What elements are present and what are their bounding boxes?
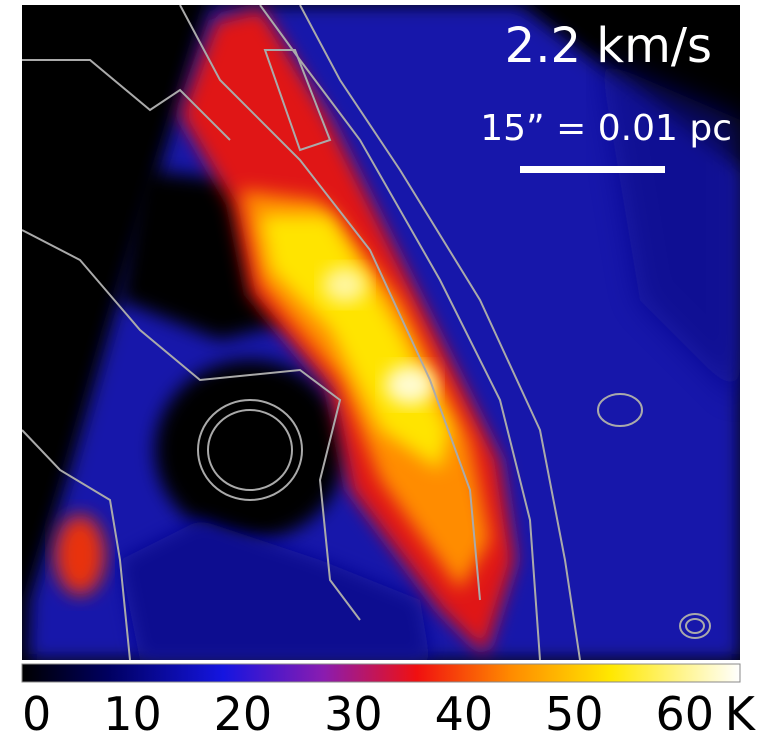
colorbar-tick-label: 0: [22, 687, 51, 737]
scale-bar: [520, 166, 665, 173]
colorbar-ticks: 0 10 20 30 40 50 60 K: [22, 687, 757, 737]
colorbar-tick-label: 10: [103, 687, 162, 737]
velocity-label: 2.2 km/s: [505, 18, 712, 74]
intensity-map: [22, 5, 740, 660]
colorbar-tick-label: 60: [655, 687, 714, 737]
colorbar-tick-label: 50: [545, 687, 604, 737]
scale-label: 15” = 0.01 pc: [480, 108, 732, 149]
colorbar: [21, 663, 741, 683]
colorbar-tick-label: 20: [214, 687, 273, 737]
colorbar-tick-label: 40: [435, 687, 494, 737]
colorbar-unit: K: [725, 687, 757, 737]
colorbar-tick-label: 30: [324, 687, 383, 737]
